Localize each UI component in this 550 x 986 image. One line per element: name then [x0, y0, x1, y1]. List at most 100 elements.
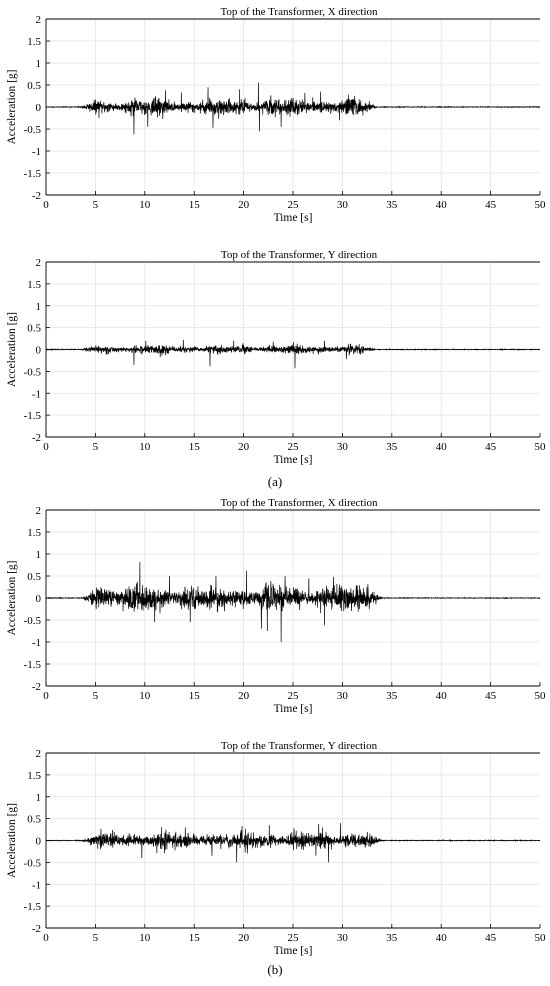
x-tick-label-6: 30: [337, 932, 349, 944]
y-tick-label-8: -2: [32, 190, 41, 202]
chart-title: Top of the Transformer, X direction: [220, 6, 378, 18]
x-tick-label-8: 40: [436, 199, 448, 211]
x-tick-label-10: 50: [535, 932, 547, 944]
x-axis-label: Time [s]: [274, 703, 313, 715]
y-tick-label-5: -0.5: [24, 857, 42, 869]
y-tick-label-7: -1.5: [24, 168, 42, 180]
y-tick-label-7: -1.5: [24, 659, 42, 671]
chart-4: 0 5 10 15 20 25 30 35 40 45 50 2 1.5 1 0.5 0 -0.5 -1 -1.5 -…: [6, 740, 546, 957]
series-line: [45, 822, 541, 863]
x-tick-label-4: 20: [238, 690, 250, 702]
x-axis-label: Time [s]: [274, 945, 313, 957]
y-tick-label-1: 1.5: [27, 770, 41, 782]
y-axis-label: Acceleration [g]: [6, 803, 18, 878]
y-tick-label-7: -1.5: [24, 410, 42, 422]
y-tick-label-0: 2: [36, 14, 42, 26]
y-tick-label-4: 0: [36, 102, 42, 114]
y-tick-label-5: -0.5: [24, 366, 42, 378]
x-tick-label-6: 30: [337, 690, 349, 702]
y-tick-label-2: 1: [36, 58, 42, 70]
x-tick-label-9: 45: [485, 690, 497, 702]
x-tick-label-8: 40: [436, 690, 448, 702]
chart-1: 0 5 10 15 20 25 30 35 40 45 50 2 1.5 1 0.5 0 -0.5 -1 -1.5 -…: [6, 6, 546, 224]
x-tick-label-9: 45: [485, 932, 497, 944]
x-tick-label-9: 45: [485, 199, 497, 211]
y-tick-label-0: 2: [36, 748, 42, 760]
y-tick-label-3: 0.5: [27, 323, 41, 335]
y-tick-label-1: 1.5: [27, 36, 41, 48]
x-tick-label-10: 50: [535, 441, 547, 453]
y-tick-label-0: 2: [36, 505, 42, 517]
x-tick-label-0: 0: [43, 199, 49, 211]
y-tick-label-2: 1: [36, 792, 42, 804]
x-tick-label-7: 35: [386, 690, 398, 702]
chart-3: 0 5 10 15 20 25 30 35 40 45 50 2 1.5 1 0.5 0 -0.5 -1 -1.5 -…: [6, 497, 546, 715]
x-tick-label-1: 5: [93, 690, 99, 702]
series-line: [45, 561, 541, 643]
x-tick-label-7: 35: [386, 441, 398, 453]
series-line: [45, 82, 541, 135]
y-tick-label-3: 0.5: [27, 571, 41, 583]
x-tick-label-3: 15: [189, 932, 201, 944]
x-tick-label-5: 25: [288, 932, 300, 944]
y-tick-label-1: 1.5: [27, 527, 41, 539]
caption-a-text: (a): [268, 474, 282, 489]
x-axis-label: Time [s]: [274, 212, 313, 224]
y-axis-label: Acceleration [g]: [6, 560, 18, 635]
y-tick-label-0: 2: [36, 257, 42, 269]
y-tick-label-8: -2: [32, 681, 41, 693]
x-tick-label-4: 20: [238, 932, 250, 944]
y-tick-label-6: -1: [32, 388, 41, 400]
y-tick-label-3: 0.5: [27, 80, 41, 92]
x-axis-label: Time [s]: [274, 454, 313, 466]
x-tick-label-0: 0: [43, 690, 49, 702]
caption-a: (a): [268, 474, 282, 489]
y-tick-label-8: -2: [32, 923, 41, 935]
y-tick-label-6: -1: [32, 146, 41, 158]
y-tick-label-8: -2: [32, 432, 41, 444]
x-tick-label-5: 25: [288, 199, 300, 211]
x-tick-label-4: 20: [238, 441, 250, 453]
y-axis-label: Acceleration [g]: [6, 69, 18, 144]
x-tick-label-5: 25: [288, 441, 300, 453]
x-tick-label-1: 5: [93, 199, 99, 211]
y-tick-label-2: 1: [36, 549, 42, 561]
x-tick-label-7: 35: [386, 199, 398, 211]
x-tick-label-4: 20: [238, 199, 250, 211]
y-axis-label: Acceleration [g]: [6, 312, 18, 387]
y-tick-label-2: 1: [36, 301, 42, 313]
x-tick-label-3: 15: [189, 690, 201, 702]
x-tick-label-1: 5: [93, 932, 99, 944]
y-tick-label-7: -1.5: [24, 901, 42, 913]
x-tick-label-10: 50: [535, 199, 547, 211]
y-tick-label-3: 0.5: [27, 814, 41, 826]
chart-title: Top of the Transformer, Y direction: [221, 740, 378, 752]
y-tick-label-5: -0.5: [24, 615, 42, 627]
chart-title: Top of the Transformer, Y direction: [221, 249, 378, 261]
x-tick-label-3: 15: [189, 441, 201, 453]
x-tick-label-8: 40: [436, 932, 448, 944]
x-tick-label-5: 25: [288, 690, 300, 702]
y-tick-label-6: -1: [32, 879, 41, 891]
x-tick-label-0: 0: [43, 932, 49, 944]
y-tick-label-1: 1.5: [27, 279, 41, 291]
x-tick-label-2: 10: [139, 690, 151, 702]
y-tick-label-5: -0.5: [24, 124, 42, 136]
series-line: [45, 339, 541, 369]
chart-title: Top of the Transformer, X direction: [220, 497, 378, 509]
x-tick-label-6: 30: [337, 199, 349, 211]
charts-layer: 0 5 10 15 20 25 30 35 40 45 5021.510.50-0.5-1-1.5-…: [6, 6, 546, 957]
x-tick-label-2: 10: [139, 932, 151, 944]
caption-b: (b): [267, 962, 282, 977]
chart-2: 0 5 10 15 20 25 30 35 40 45 50 2 1.5 1 0.5 0 -0.5 -1 -1.5 -…: [6, 249, 546, 466]
y-tick-label-6: -1: [32, 637, 41, 649]
x-tick-label-1: 5: [93, 441, 99, 453]
x-tick-label-3: 15: [189, 199, 201, 211]
y-tick-label-4: 0: [36, 836, 42, 848]
y-tick-label-4: 0: [36, 593, 42, 605]
x-tick-label-2: 10: [139, 441, 151, 453]
x-tick-label-9: 45: [485, 441, 497, 453]
x-tick-label-0: 0: [43, 441, 49, 453]
caption-b-text: (b): [267, 962, 282, 977]
